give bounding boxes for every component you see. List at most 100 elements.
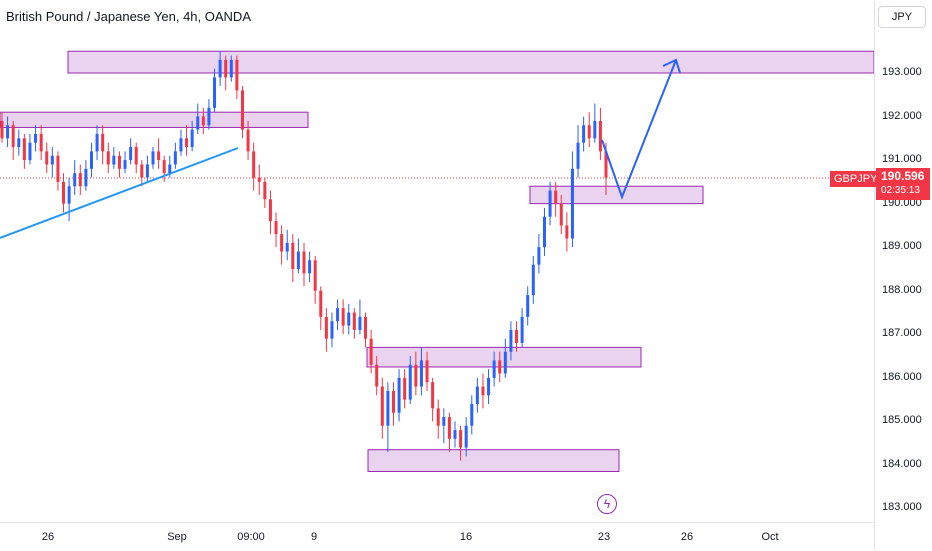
candle [0,112,4,143]
candle-body [464,425,468,448]
candle-body [179,138,183,152]
candle-body [291,242,295,269]
candle-body [162,160,166,174]
candle [330,312,334,348]
candle-body [285,242,289,252]
candle-body [168,164,172,174]
candle [45,142,49,174]
time-axis-label: Sep [167,531,187,543]
candle [274,212,278,248]
candle [565,212,569,252]
candle [123,151,127,174]
candle [414,351,418,396]
candle [50,147,54,178]
candle [218,51,222,87]
candle [62,173,66,213]
candle [425,351,429,391]
candle [229,55,233,82]
candle-body [537,247,541,265]
candle [6,116,10,148]
candle [11,120,15,161]
candle [22,133,26,169]
candle-body [302,251,306,274]
time-axis[interactable] [0,522,874,551]
supply-demand-zone[interactable] [0,111,309,128]
candle [319,286,323,330]
currency-button[interactable]: JPY [878,6,926,28]
candle [358,299,362,335]
time-axis-label: 23 [597,531,611,543]
candle [313,255,317,304]
candle-body [308,260,312,274]
candle-body [101,133,105,152]
candle-body [268,199,272,222]
candle [224,55,228,91]
candle-body [570,168,574,239]
candle-body [598,120,602,152]
candle [336,299,340,330]
candle-body [447,417,451,439]
candle-body [408,364,412,400]
candle-body [565,225,569,239]
candle-body [347,312,351,326]
candle [235,55,239,100]
candle [380,377,384,439]
candle [95,125,99,161]
trendline[interactable] [0,147,239,239]
candle [173,142,177,169]
candle-body [112,155,116,165]
candle-body [240,90,244,130]
projection-path[interactable] [601,59,677,200]
candle [470,395,474,435]
price-axis-label: 187.000 [882,327,922,339]
time-axis-label: 16 [459,531,473,543]
candle [28,133,32,165]
price-axis-label: 191.000 [882,153,922,165]
candle-body [336,308,340,322]
candle [341,299,345,335]
candle [503,338,507,378]
candle-body [313,260,317,291]
candle [240,86,244,139]
supply-demand-zone[interactable] [367,449,620,472]
candle-body [157,151,161,161]
candle [548,181,552,226]
candle-body [481,386,485,396]
candle-body [134,147,138,165]
candle [140,160,144,187]
last-price-value: 190.596 [881,169,925,183]
candle [576,125,580,178]
price-chart[interactable] [0,0,874,522]
candle [117,151,121,178]
candle [17,129,21,156]
candle [134,142,138,174]
candle-body [419,360,423,387]
candle-body [34,133,38,143]
candle-body [280,234,284,252]
candle-body [22,138,26,161]
candle [252,142,256,191]
price-axis-label: 192.000 [882,110,922,122]
candle [84,160,88,191]
candle [302,242,306,287]
candle-body [414,364,418,387]
supply-demand-zone[interactable] [67,50,874,74]
candle-body [67,186,71,204]
candle-body [391,390,395,413]
price-axis-label: 190.000 [882,197,922,209]
candle-body [117,155,121,169]
candle [442,408,446,444]
candle-body [129,147,133,161]
candle-body [380,386,384,426]
candles [0,51,608,461]
candle [587,112,591,148]
candle-body [73,173,77,187]
candle-body [436,408,440,426]
lightning-icon[interactable]: ϟ [597,494,617,514]
candle-body [252,151,256,178]
candle [459,425,463,461]
price-axis[interactable] [874,0,932,550]
candle-body [509,329,513,352]
candle-body [542,216,546,248]
candle [73,160,77,195]
